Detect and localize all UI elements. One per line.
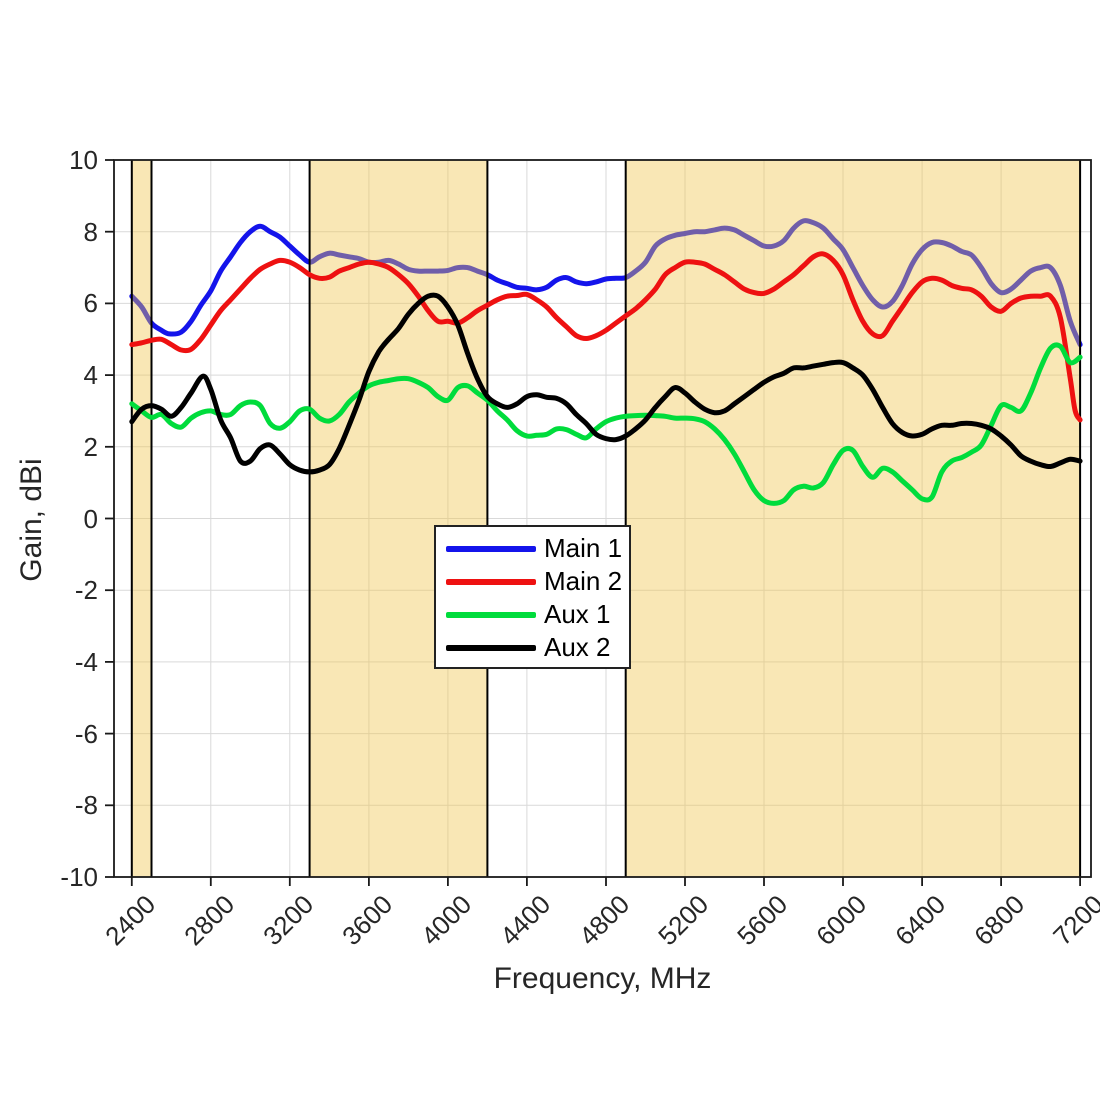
series-main-1 [129,218,1083,348]
legend: Main 1 Main 2 Aux 1 Aux 2 [434,525,631,669]
legend-label-aux2: Aux 2 [544,632,611,662]
series-main-2 [129,251,1083,423]
y-tick-label: 2 [83,431,98,462]
legend-label-main1: Main 1 [544,533,623,563]
y-tick-label: 10 [69,145,98,175]
y-axis-label: Gain, dBi [15,458,48,582]
series-aux-2 [129,292,1083,475]
legend-swatch-aux2 [446,644,536,651]
legend-item-main1: Main 1 [446,532,629,565]
legend-label-aux1: Aux 1 [544,599,611,629]
y-tick-label: -10 [60,862,98,892]
y-tick-label: 6 [83,288,98,319]
legend-swatch-main1 [446,545,536,552]
legend-swatch-aux1 [446,611,536,618]
y-tick-label: -8 [74,790,98,821]
y-tick-label: -2 [74,575,98,606]
y-tick-label: -4 [74,646,98,677]
x-axis-label: Frequency, MHz [493,962,712,995]
legend-item-aux1: Aux 1 [446,598,629,631]
y-tick-label: -6 [74,718,98,749]
highlight-band [625,160,1081,877]
series-aux-1 [129,342,1083,506]
highlight-band [309,160,488,877]
y-tick-label: 4 [83,360,98,391]
legend-swatch-main2 [446,578,536,585]
legend-item-main2: Main 2 [446,565,629,598]
legend-item-aux2: Aux 2 [446,631,629,664]
legend-label-main2: Main 2 [544,566,623,596]
y-tick-label: 0 [83,503,98,534]
highlight-band [131,160,152,877]
y-tick-label: 8 [83,216,98,247]
